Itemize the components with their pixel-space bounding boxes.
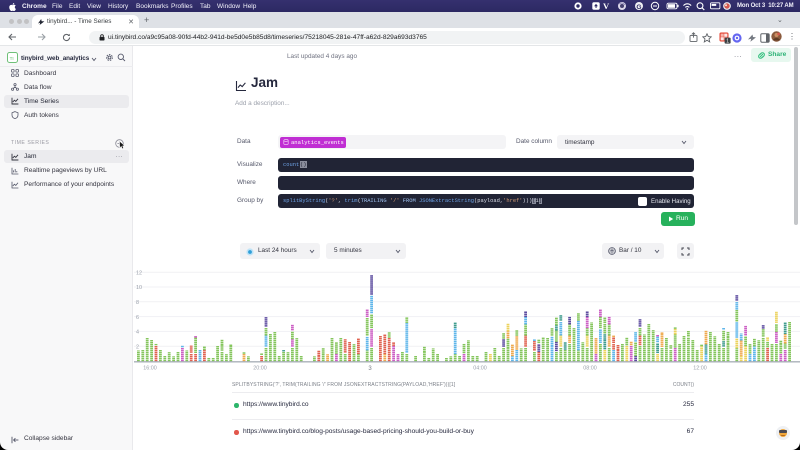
- svg-text:04:00: 04:00: [473, 366, 487, 372]
- svg-text:4: 4: [136, 330, 139, 336]
- svg-text:12:00: 12:00: [693, 366, 707, 372]
- svg-text:6: 6: [136, 315, 139, 321]
- svg-text:8: 8: [136, 300, 139, 306]
- svg-text:08:00: 08:00: [583, 366, 597, 372]
- svg-text:G: G: [636, 4, 641, 11]
- svg-text:16:00: 16:00: [143, 366, 157, 372]
- svg-text:2: 2: [136, 344, 139, 350]
- svg-text:1: 1: [726, 39, 729, 44]
- svg-text:20:00: 20:00: [253, 366, 267, 372]
- svg-text:V: V: [603, 1, 610, 11]
- svg-text:12: 12: [136, 270, 142, 276]
- svg-text:3: 3: [368, 366, 372, 372]
- svg-text:TI: TI: [10, 56, 14, 61]
- svg-text:10: 10: [136, 285, 142, 291]
